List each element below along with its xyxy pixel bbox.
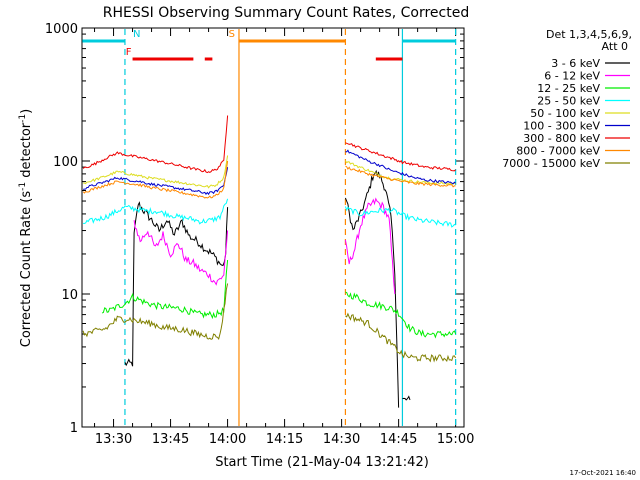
x-tick-label: 15:00	[437, 432, 474, 447]
x-tick-label: 14:00	[209, 432, 246, 447]
series-line	[344, 197, 396, 295]
x-tick-label: 14:15	[266, 432, 303, 447]
flag-label: N	[133, 29, 140, 40]
y-tick-label: 1000	[45, 22, 78, 37]
series-line	[82, 283, 229, 340]
series-line	[345, 149, 456, 185]
y-axis: 1 10 100 1000	[45, 22, 464, 436]
y-axis-label-sup-1: -1	[18, 182, 28, 191]
x-tick-label: 14:30	[323, 432, 360, 447]
y-axis-label-end: )	[19, 109, 34, 114]
x-tick-label: 13:30	[95, 432, 132, 447]
series-line	[344, 206, 456, 228]
legend-label: 800 - 7000 keV	[516, 145, 600, 158]
legend-label: 3 - 6 keV	[551, 57, 600, 70]
chart-title: RHESSI Observing Summary Count Rates, Co…	[103, 5, 469, 21]
y-tick-label: 10	[61, 288, 78, 303]
series-line	[345, 142, 456, 172]
legend-label: 300 - 800 keV	[523, 132, 600, 145]
series-line	[133, 220, 229, 286]
series-line	[402, 395, 411, 401]
series-line	[345, 312, 457, 363]
x-axis-label: Start Time (21-May-04 13:21:42)	[215, 455, 429, 470]
legend-label: 7000 - 15000 keV	[502, 157, 600, 170]
x-tick-label: 13:45	[152, 432, 189, 447]
plot-frame	[81, 27, 465, 428]
legend-label: 25 - 50 keV	[537, 95, 600, 108]
x-tick-label: 14:45	[380, 432, 417, 447]
y-axis-label-sup-2: -1	[18, 114, 28, 123]
series-line	[345, 291, 457, 339]
flag-label: S	[229, 29, 235, 40]
series-line	[82, 167, 229, 196]
vertical-markers	[124, 29, 457, 426]
y-axis-label-mid: detector	[19, 122, 34, 182]
legend-label: 50 - 100 keV	[530, 107, 600, 120]
footer-timestamp: 17-Oct-2021 16:40	[570, 469, 636, 477]
legend-label: 6 - 12 keV	[544, 70, 600, 83]
legend-label: 100 - 300 keV	[523, 120, 600, 133]
plot-border	[81, 27, 465, 428]
series-line	[82, 115, 229, 174]
flag-label: F	[126, 47, 132, 58]
series-line	[83, 155, 229, 189]
x-axis: 13:30 13:45 14:00 14:15 14:30 14:45 15:00	[94, 28, 474, 447]
series-line	[124, 201, 229, 367]
series-line	[344, 169, 400, 408]
series-line	[82, 160, 229, 199]
series-line	[83, 198, 229, 225]
legend-header-2: Att 0	[602, 40, 628, 53]
legend-label: 12 - 25 keV	[537, 82, 600, 95]
y-axis-label: Corrected Count Rate (s-1 detector-1)	[18, 109, 34, 347]
y-tick-label: 100	[53, 155, 78, 170]
series-lines	[82, 115, 457, 408]
series-line	[345, 165, 456, 188]
legend-header-1: Det 1,3,4,5,6,9,	[546, 28, 632, 41]
series-line	[101, 259, 229, 320]
flag-bars: NF S	[82, 29, 456, 61]
y-axis-label-main: Corrected Count Rate (s	[19, 191, 34, 348]
y-tick-label: 1	[70, 421, 78, 436]
